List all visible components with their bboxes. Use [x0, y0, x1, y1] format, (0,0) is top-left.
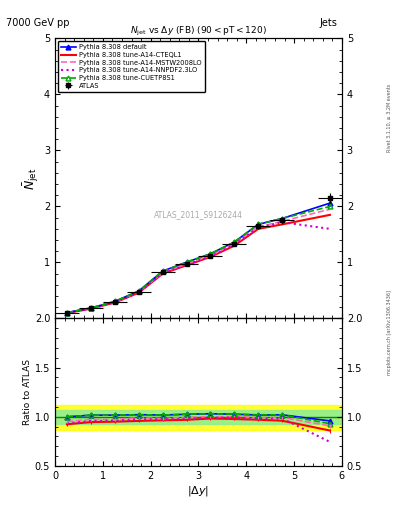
Line: Pythia 8.308 default: Pythia 8.308 default — [64, 201, 332, 315]
X-axis label: $|\Delta y|$: $|\Delta y|$ — [187, 483, 209, 498]
Pythia 8.308 tune-A14-MSTW2008LO — [112, 299, 117, 305]
Pythia 8.308 tune-A14-MSTW2008LO — [256, 224, 261, 230]
Pythia 8.308 tune-A14-CTEQL1 — [136, 290, 141, 296]
Bar — [55, 410, 342, 423]
Title: $N_{\rm jet}\ {\rm vs}\ \Delta y\ {\rm (FB)}\ (90 < {\rm pT} < 120)$: $N_{\rm jet}\ {\rm vs}\ \Delta y\ {\rm (… — [130, 25, 267, 38]
Pythia 8.308 default — [232, 239, 237, 245]
Pythia 8.308 tune-A14-CTEQL1 — [64, 310, 69, 316]
Pythia 8.308 tune-A14-NNPDF2.3LO — [232, 242, 237, 248]
Pythia 8.308 tune-A14-CTEQL1 — [328, 212, 332, 218]
Y-axis label: Ratio to ATLAS: Ratio to ATLAS — [23, 359, 32, 425]
Pythia 8.308 tune-A14-MSTW2008LO — [232, 241, 237, 247]
Pythia 8.308 default — [280, 216, 285, 222]
Pythia 8.308 tune-CUETP8S1 — [184, 259, 189, 265]
Pythia 8.308 default — [208, 251, 213, 257]
Pythia 8.308 tune-A14-CTEQL1 — [208, 254, 213, 260]
Pythia 8.308 tune-CUETP8S1 — [160, 268, 165, 274]
Text: mcplots.cern.ch [arXiv:1306.3436]: mcplots.cern.ch [arXiv:1306.3436] — [387, 290, 392, 375]
Line: Pythia 8.308 tune-A14-NNPDF2.3LO: Pythia 8.308 tune-A14-NNPDF2.3LO — [67, 222, 330, 313]
Pythia 8.308 tune-CUETP8S1 — [112, 298, 117, 305]
Pythia 8.308 tune-A14-NNPDF2.3LO — [88, 306, 93, 312]
Legend: Pythia 8.308 default, Pythia 8.308 tune-A14-CTEQL1, Pythia 8.308 tune-A14-MSTW20: Pythia 8.308 default, Pythia 8.308 tune-… — [58, 41, 205, 92]
Pythia 8.308 tune-A14-CTEQL1 — [256, 226, 261, 232]
Pythia 8.308 tune-A14-NNPDF2.3LO — [328, 226, 332, 232]
Pythia 8.308 tune-CUETP8S1 — [328, 203, 332, 209]
Pythia 8.308 tune-CUETP8S1 — [208, 251, 213, 257]
Pythia 8.308 tune-A14-NNPDF2.3LO — [280, 219, 285, 225]
Line: Pythia 8.308 tune-A14-CTEQL1: Pythia 8.308 tune-A14-CTEQL1 — [67, 215, 330, 313]
Pythia 8.308 tune-A14-MSTW2008LO — [208, 253, 213, 259]
Pythia 8.308 tune-A14-NNPDF2.3LO — [256, 225, 261, 231]
Pythia 8.308 tune-A14-CTEQL1 — [280, 221, 285, 227]
Pythia 8.308 default — [88, 305, 93, 311]
Bar — [55, 405, 342, 430]
Y-axis label: $\bar{N}_{\mathrm{jet}}$: $\bar{N}_{\mathrm{jet}}$ — [22, 167, 41, 189]
Pythia 8.308 tune-A14-MSTW2008LO — [64, 310, 69, 316]
Pythia 8.308 tune-A14-NNPDF2.3LO — [160, 270, 165, 276]
Pythia 8.308 tune-A14-CTEQL1 — [232, 243, 237, 249]
Pythia 8.308 tune-A14-NNPDF2.3LO — [64, 310, 69, 316]
Pythia 8.308 default — [328, 200, 332, 206]
Pythia 8.308 tune-A14-CTEQL1 — [112, 300, 117, 306]
Line: Pythia 8.308 tune-A14-MSTW2008LO: Pythia 8.308 tune-A14-MSTW2008LO — [67, 209, 330, 313]
Pythia 8.308 tune-A14-MSTW2008LO — [160, 270, 165, 276]
Pythia 8.308 tune-A14-NNPDF2.3LO — [208, 253, 213, 260]
Line: Pythia 8.308 tune-CUETP8S1: Pythia 8.308 tune-CUETP8S1 — [64, 204, 332, 315]
Text: Rivet 3.1.10, ≥ 3.2M events: Rivet 3.1.10, ≥ 3.2M events — [387, 83, 392, 152]
Pythia 8.308 tune-CUETP8S1 — [88, 305, 93, 311]
Pythia 8.308 tune-A14-CTEQL1 — [184, 262, 189, 268]
Pythia 8.308 tune-CUETP8S1 — [64, 310, 69, 316]
Pythia 8.308 tune-A14-NNPDF2.3LO — [136, 289, 141, 295]
Text: Jets: Jets — [320, 18, 337, 28]
Pythia 8.308 tune-A14-CTEQL1 — [160, 271, 165, 277]
Pythia 8.308 tune-A14-NNPDF2.3LO — [184, 262, 189, 268]
Pythia 8.308 tune-A14-MSTW2008LO — [136, 289, 141, 295]
Pythia 8.308 tune-CUETP8S1 — [136, 288, 141, 294]
Pythia 8.308 default — [136, 288, 141, 294]
Pythia 8.308 tune-CUETP8S1 — [256, 221, 261, 227]
Pythia 8.308 default — [112, 298, 117, 305]
Pythia 8.308 tune-CUETP8S1 — [280, 216, 285, 222]
Pythia 8.308 default — [64, 310, 69, 316]
Pythia 8.308 tune-A14-NNPDF2.3LO — [112, 300, 117, 306]
Pythia 8.308 tune-CUETP8S1 — [232, 239, 237, 245]
Pythia 8.308 tune-A14-CTEQL1 — [88, 306, 93, 312]
Text: 7000 GeV pp: 7000 GeV pp — [6, 18, 70, 28]
Pythia 8.308 tune-A14-MSTW2008LO — [328, 206, 332, 212]
Pythia 8.308 tune-A14-MSTW2008LO — [280, 218, 285, 224]
Pythia 8.308 default — [256, 221, 261, 227]
Text: ATLAS_2011_S9126244: ATLAS_2011_S9126244 — [154, 210, 243, 219]
Pythia 8.308 tune-A14-MSTW2008LO — [88, 305, 93, 311]
Pythia 8.308 default — [160, 268, 165, 274]
Pythia 8.308 tune-A14-MSTW2008LO — [184, 261, 189, 267]
Pythia 8.308 default — [184, 259, 189, 265]
